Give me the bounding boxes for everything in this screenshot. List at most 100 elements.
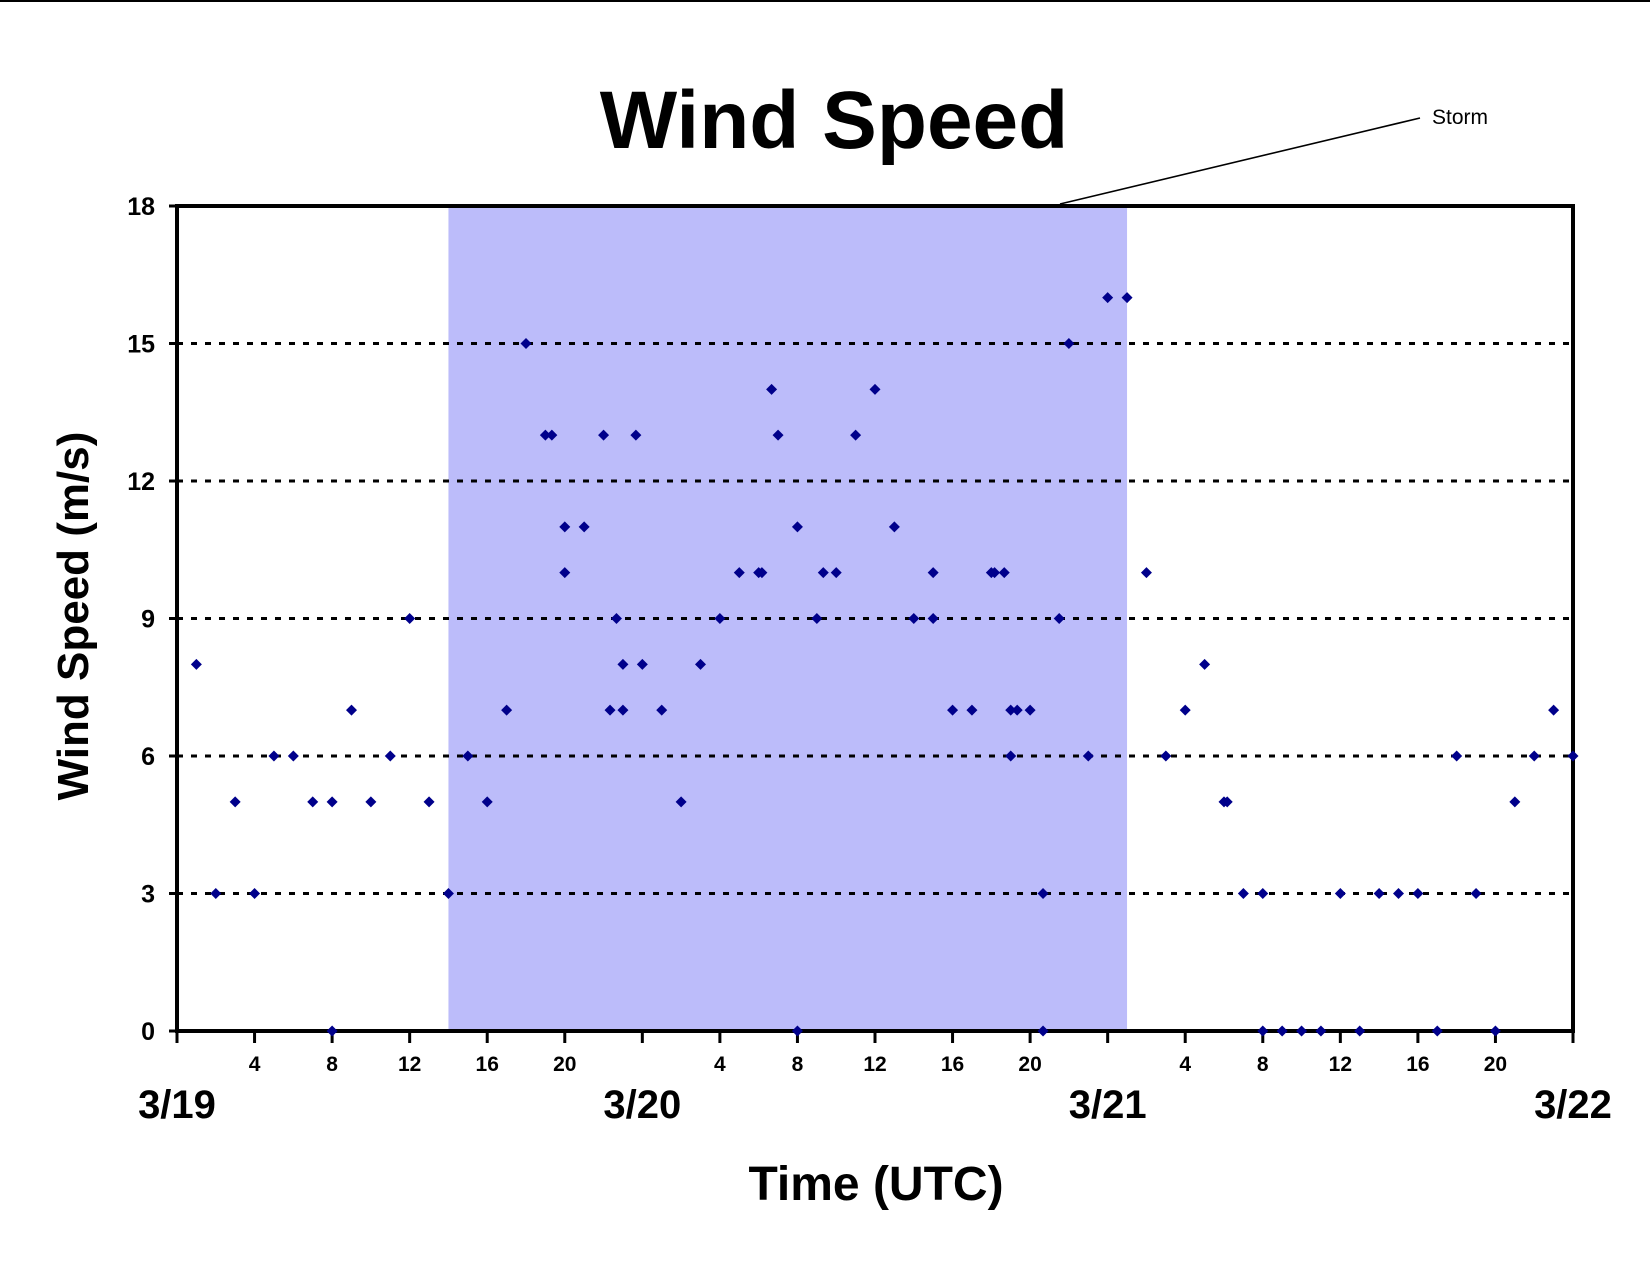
data-point [1063, 338, 1075, 349]
data-point [1509, 796, 1521, 808]
data-point [1548, 704, 1560, 716]
x-tick-label: 8 [326, 1053, 338, 1076]
data-point [1102, 292, 1114, 304]
data-point [1257, 1025, 1269, 1037]
y-tick-label: 12 [127, 468, 155, 496]
data-point [1567, 750, 1579, 762]
data-point [546, 429, 558, 441]
data-point [598, 429, 610, 441]
data-point [656, 704, 668, 716]
data-point [927, 613, 939, 624]
data-point [326, 1025, 338, 1037]
data-point [1470, 888, 1482, 899]
y-tick-label: 9 [141, 606, 155, 634]
data-point [1199, 658, 1211, 670]
x-date-label: 3/22 [1534, 1083, 1612, 1127]
data-point [1160, 750, 1172, 762]
data-point [830, 567, 842, 579]
data-point [326, 796, 338, 808]
data-point [1354, 1025, 1366, 1037]
data-point [617, 658, 629, 670]
data-point [888, 521, 900, 533]
data-point [1489, 1025, 1501, 1037]
data-point [1053, 613, 1065, 624]
y-tick-label: 18 [127, 193, 155, 221]
data-point [756, 567, 768, 579]
data-point [210, 888, 222, 899]
data-point [604, 704, 616, 716]
data-point [1334, 888, 1346, 899]
y-tick-label: 6 [141, 743, 155, 771]
data-point [1315, 1025, 1327, 1037]
x-axis-label: Time (UTC) [748, 1158, 1003, 1211]
data-point [384, 750, 396, 762]
data-points [190, 292, 1579, 1037]
data-point [578, 521, 590, 533]
data-point [733, 567, 745, 579]
x-tick-label: 12 [398, 1053, 421, 1076]
data-point [1005, 750, 1017, 762]
x-tick-label: 12 [1329, 1053, 1352, 1076]
x-tick-label: 16 [1406, 1053, 1429, 1076]
data-point [791, 521, 803, 533]
data-point [1221, 796, 1233, 808]
data-point [1393, 888, 1404, 899]
data-point [1276, 1025, 1288, 1037]
data-point [1528, 750, 1540, 762]
data-point [1037, 1025, 1049, 1037]
data-point [1140, 567, 1152, 579]
data-point [1296, 1025, 1308, 1037]
data-point [559, 567, 571, 579]
data-point [287, 750, 299, 762]
x-tick-label: 20 [1484, 1053, 1507, 1076]
data-point [1257, 888, 1269, 899]
data-point [617, 704, 629, 716]
data-point [817, 567, 829, 579]
y-tick-label: 15 [127, 331, 155, 359]
data-point [966, 704, 978, 716]
data-point [695, 658, 706, 670]
x-tick-label: 20 [1018, 1053, 1041, 1076]
x-date-label: 3/21 [1069, 1083, 1147, 1127]
data-point [1431, 1025, 1443, 1037]
top-border-line [0, 0, 1650, 2]
x-tick-label: 16 [476, 1053, 499, 1076]
data-point [630, 429, 642, 441]
storm-period-band [448, 206, 1128, 1031]
data-point [714, 613, 726, 624]
data-point [307, 796, 319, 808]
data-point [559, 521, 571, 533]
data-point [1412, 888, 1424, 899]
y-tick-label: 3 [141, 881, 155, 909]
x-tick-label: 8 [1257, 1053, 1269, 1076]
x-tick-label: 12 [863, 1053, 886, 1076]
data-point [462, 750, 474, 762]
data-point [675, 796, 687, 808]
x-tick-label: 16 [941, 1053, 964, 1076]
data-point [442, 888, 454, 899]
data-point [1011, 704, 1023, 716]
data-point [766, 383, 778, 395]
data-point [423, 796, 435, 808]
data-point [229, 796, 241, 808]
x-tick-label: 4 [1179, 1053, 1191, 1076]
data-point [908, 613, 920, 624]
x-date-label: 3/20 [603, 1083, 681, 1127]
data-point [1373, 888, 1385, 899]
data-point [1179, 704, 1191, 716]
data-point [610, 613, 622, 624]
data-point [869, 383, 881, 395]
data-point [520, 338, 532, 349]
data-point [190, 658, 202, 670]
data-point [927, 567, 939, 579]
x-date-label: 3/19 [138, 1083, 216, 1127]
data-point [850, 429, 862, 441]
x-tick-label: 20 [553, 1053, 576, 1076]
chart-title: Wind Speed [600, 75, 1069, 166]
data-point [268, 750, 280, 762]
data-point [481, 796, 493, 808]
data-point [1005, 704, 1017, 716]
data-point [811, 613, 823, 624]
x-tick-label: 4 [714, 1053, 726, 1076]
